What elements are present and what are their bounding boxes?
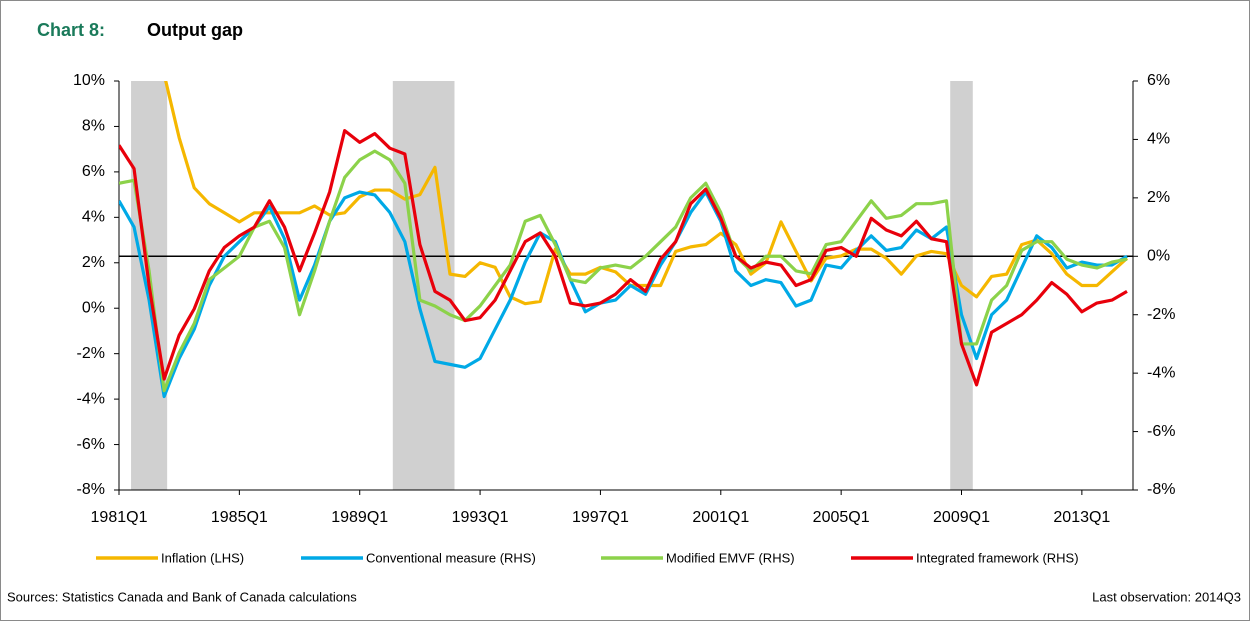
x-tick-label: 1981Q1 xyxy=(91,509,148,526)
legend-label: Inflation (LHS) xyxy=(161,550,244,565)
y2-tick-label: -6% xyxy=(1147,423,1175,440)
y2-tick-label: -2% xyxy=(1147,306,1175,323)
y-tick-label: -2% xyxy=(77,345,105,362)
y2-tick-label: -8% xyxy=(1147,481,1175,498)
chart-label: Chart 8: xyxy=(37,20,105,40)
y2-tick-label: -4% xyxy=(1147,364,1175,381)
x-tick-label: 2001Q1 xyxy=(692,509,749,526)
y-tick-label: 6% xyxy=(82,163,105,180)
y2-tick-label: 4% xyxy=(1147,131,1170,148)
legend: Inflation (LHS) Conventional measure (RHS… xyxy=(96,550,1079,565)
legend-label: Conventional measure (RHS) xyxy=(366,550,536,565)
x-tick-label: 1993Q1 xyxy=(452,509,509,526)
y-tick-label: -4% xyxy=(77,390,105,407)
y-tick-label: -8% xyxy=(77,481,105,498)
y-tick-label: 4% xyxy=(82,209,105,226)
last-observation: Last observation: 2014Q3 xyxy=(1092,589,1241,604)
y2-tick-label: 0% xyxy=(1147,248,1170,265)
x-tick-label: 1997Q1 xyxy=(572,509,629,526)
y-tick-label: 0% xyxy=(82,299,105,316)
legend-label: Integrated framework (RHS) xyxy=(916,550,1079,565)
y2-tick-label: 2% xyxy=(1147,189,1170,206)
y-tick-label: 2% xyxy=(82,254,105,271)
recession-band xyxy=(392,81,455,490)
y-tick-label: -6% xyxy=(77,436,105,453)
x-tick-label: 2013Q1 xyxy=(1053,509,1110,526)
x-tick-label: 2005Q1 xyxy=(813,509,870,526)
x-tick-label: 2009Q1 xyxy=(933,509,990,526)
series-line xyxy=(164,81,1129,306)
plot-lines xyxy=(119,81,1129,399)
x-tick-label: 1985Q1 xyxy=(211,509,268,526)
series-line xyxy=(119,190,1128,399)
y-tick-label: 8% xyxy=(82,118,105,135)
source-note: Sources: Statistics Canada and Bank of C… xyxy=(7,589,357,604)
y2-tick-label: 6% xyxy=(1147,72,1170,89)
series-line xyxy=(119,129,1128,387)
x-tick-label: 1989Q1 xyxy=(331,509,388,526)
shading xyxy=(131,81,973,490)
legend-label: Modified EMVF (RHS) xyxy=(666,550,795,565)
y-tick-label: 10% xyxy=(73,72,105,89)
axes: -8% -6% -4% -2% 0% 2% 4% 6% 8% 10% -8% -6% -4% -2% 0% 2… xyxy=(73,72,1175,526)
chart-title: Output gap xyxy=(147,20,243,40)
